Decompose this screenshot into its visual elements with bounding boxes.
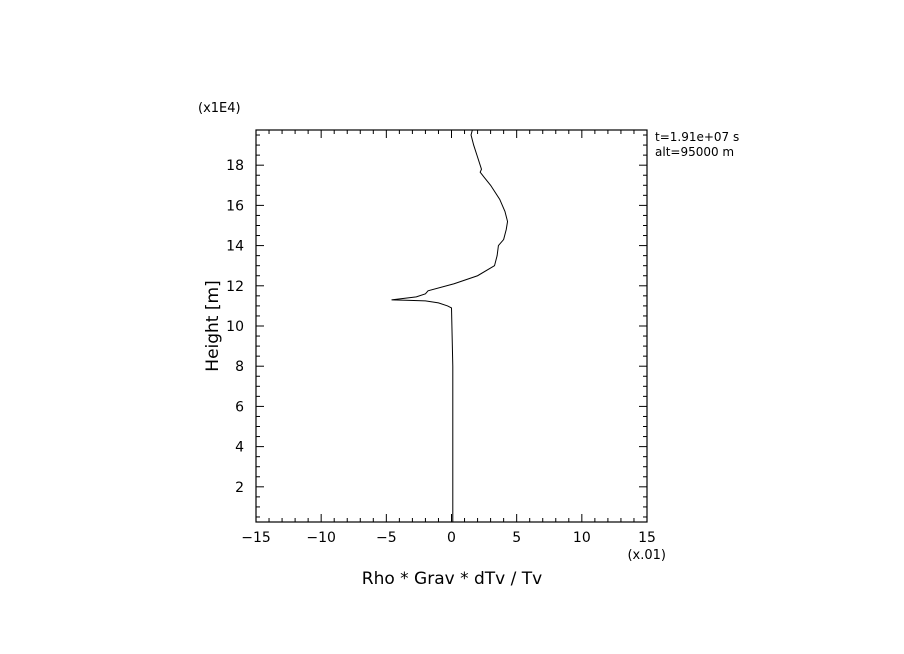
y-tick-label: 12 <box>226 279 244 295</box>
x-tick-label: −10 <box>306 530 336 546</box>
y-tick-label: 16 <box>226 198 244 214</box>
y-axis-label: Height [m] <box>203 280 223 371</box>
x-tick-label: 0 <box>447 530 456 546</box>
x-tick-labels: −15 −10 −5 0 5 10 15 <box>241 530 656 546</box>
x-tick-label: 5 <box>512 530 521 546</box>
x-tick-label: 15 <box>638 530 656 546</box>
x-multiplier-label: (x.01) <box>627 548 666 563</box>
x-tick-label: −15 <box>241 530 271 546</box>
series-line <box>391 129 509 522</box>
x-axis-label: Rho * Grav * dTv / Tv <box>362 569 542 589</box>
annotation-altitude: alt=95000 m <box>655 145 734 159</box>
axis-ticks <box>255 130 648 522</box>
y-tick-label: 2 <box>235 480 244 496</box>
y-tick-labels: 2 4 6 8 10 12 14 16 18 <box>226 158 244 496</box>
x-tick-label: 10 <box>573 530 591 546</box>
y-tick-label: 6 <box>235 399 244 415</box>
annotation-time: t=1.91e+07 s <box>655 130 739 144</box>
y-tick-label: 14 <box>226 239 244 255</box>
x-tick-label: −5 <box>376 530 397 546</box>
y-tick-label: 18 <box>226 158 244 174</box>
y-tick-label: 8 <box>235 359 244 375</box>
y-tick-label: 10 <box>226 319 244 335</box>
y-tick-label: 4 <box>235 440 244 456</box>
y-multiplier-label: (x1E4) <box>198 101 241 116</box>
